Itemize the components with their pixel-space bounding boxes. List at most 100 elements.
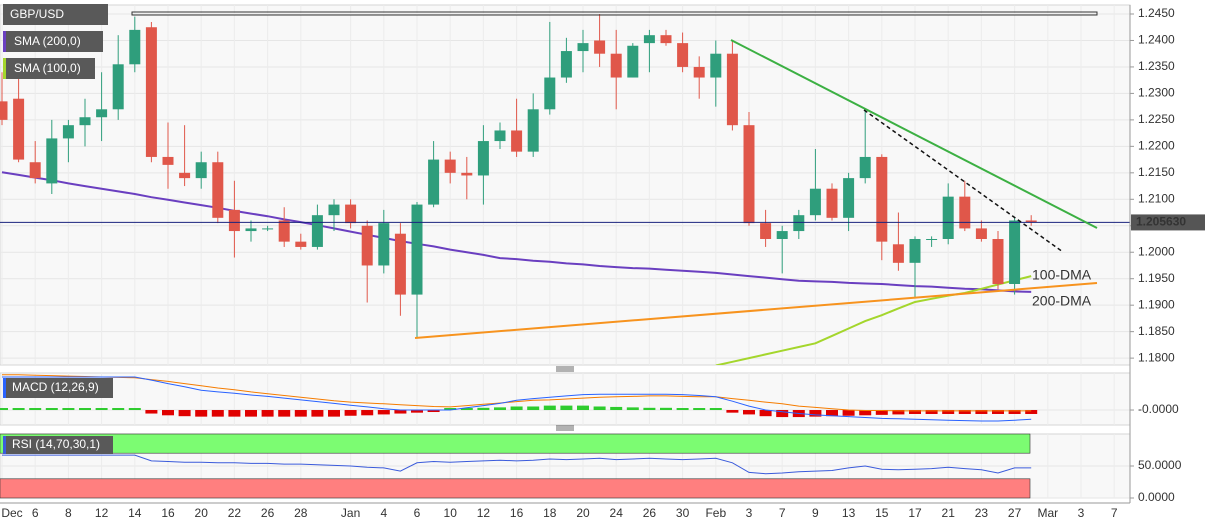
trendlines — [131, 11, 1098, 339]
candle-body — [610, 53, 622, 78]
oversold-band — [0, 478, 1031, 499]
y-tick-label: 1.2150 — [1138, 165, 1175, 179]
macd-histogram-bar — [62, 408, 75, 411]
legend-entry: RSI (14,70,30,1) — [12, 437, 100, 451]
macd-histogram-bar — [79, 408, 91, 411]
macd-histogram-bar — [826, 410, 838, 417]
x-tick-label: 14 — [128, 506, 142, 520]
candle-body — [179, 172, 191, 179]
x-tick-label: 27 — [1008, 506, 1022, 520]
x-tick-label: 22 — [228, 506, 242, 520]
macd-histogram-bar — [660, 407, 672, 411]
candle-body — [627, 45, 639, 78]
macd-histogram-bar — [45, 408, 58, 411]
support-trendline — [414, 282, 1098, 339]
candle-body — [311, 215, 323, 247]
y-tick-label: 1.1950 — [1138, 271, 1175, 285]
candle-body — [527, 109, 539, 152]
macd-histogram-bar — [543, 405, 556, 411]
legend-symbol: GBP/USD — [10, 7, 64, 21]
y-tick-label: 1.2100 — [1138, 191, 1175, 205]
macd-histogram-bar — [311, 410, 324, 417]
macd-histogram-bar — [0, 408, 8, 411]
macd-histogram-bar — [344, 410, 357, 416]
x-tick-label: Dec — [1, 506, 22, 520]
annotation: 100-DMA — [1032, 267, 1092, 283]
candle-body — [145, 27, 157, 157]
legend-box — [3, 378, 113, 398]
candle-body — [909, 239, 921, 263]
y-tick-label: 1.2000 — [1138, 244, 1175, 258]
macd-histogram-bar — [112, 408, 125, 411]
x-tick-label: 24 — [610, 506, 624, 520]
candle-body — [643, 35, 655, 44]
candle-body — [262, 228, 274, 230]
candle-body — [228, 209, 240, 232]
macd-histogram-bar — [361, 410, 374, 416]
macd-histogram-bar — [676, 408, 689, 411]
y-tick-label: 0.0000 — [1138, 490, 1175, 504]
y-tick-label: -0.0000 — [1138, 402, 1179, 416]
x-tick-label: 17 — [908, 506, 922, 520]
macd-histogram-bar — [510, 406, 523, 411]
candle-body — [560, 51, 572, 78]
macd-histogram-bar — [145, 410, 158, 414]
macd-histogram-bar — [992, 410, 1004, 414]
x-tick-label: 16 — [161, 506, 175, 520]
candle-body — [942, 196, 954, 239]
x-tick-label: 7 — [779, 506, 786, 520]
candle-body — [245, 228, 257, 232]
macd-histogram-bar — [294, 410, 307, 417]
signal-line — [2, 374, 1032, 412]
macd-histogram-bar — [942, 410, 955, 414]
macd-histogram-bar — [278, 410, 291, 417]
x-tick-label: 20 — [576, 506, 590, 520]
macd-histogram-bar — [759, 410, 772, 417]
candle-body — [594, 40, 606, 54]
candle-body — [793, 215, 805, 232]
candle-body — [212, 162, 224, 218]
macd-histogram-bar — [743, 410, 755, 415]
last-price-label: 1.205630 — [1136, 215, 1186, 229]
candle-body — [743, 125, 755, 224]
macd-histogram-bar — [577, 405, 589, 411]
candle-body — [461, 172, 473, 176]
macd-histogram-bar — [29, 408, 42, 411]
macd-histogram-bar — [460, 408, 473, 411]
candle-body — [46, 138, 58, 184]
candle-body — [295, 241, 307, 247]
x-tick-label: 12 — [477, 506, 491, 520]
candle-body — [79, 117, 91, 126]
candle-body — [345, 204, 357, 224]
legend-swatch — [3, 31, 6, 52]
macd-histogram-bar — [494, 407, 506, 411]
x-tick-label: 21 — [942, 506, 956, 520]
candle-body — [677, 43, 689, 67]
legend-swatch — [3, 436, 6, 454]
x-tick-label: Feb — [705, 506, 726, 520]
macd-histogram-bar — [178, 410, 191, 417]
macd-histogram-bar — [593, 406, 606, 411]
candle-body — [428, 159, 440, 205]
candle-body — [62, 125, 74, 139]
candle-body — [378, 223, 390, 266]
legend-box — [3, 58, 95, 79]
x-tick-label: 13 — [842, 506, 856, 520]
macd-histogram-bar — [95, 408, 108, 411]
resistance-trendline — [730, 39, 1098, 229]
y-tick-label: 50.0000 — [1138, 458, 1182, 472]
macd-histogram-bar — [328, 410, 340, 417]
macd-histogram-bar — [693, 408, 706, 411]
macd-histogram-bar — [958, 410, 971, 414]
x-tick-label: 12 — [95, 506, 109, 520]
x-tick-label: 23 — [975, 506, 989, 520]
macd-histogram-bar — [560, 405, 573, 411]
candle-body — [112, 64, 124, 110]
macd-histogram-bar — [128, 408, 141, 411]
macd-histogram-bar — [228, 410, 241, 417]
macd-histogram-bar — [925, 410, 938, 414]
y-tick-label: 1.2400 — [1138, 33, 1175, 47]
macd-histogram-bar — [809, 410, 822, 417]
x-tick-label: 3 — [746, 506, 753, 520]
legend-entry: SMA (200,0) — [14, 34, 81, 48]
